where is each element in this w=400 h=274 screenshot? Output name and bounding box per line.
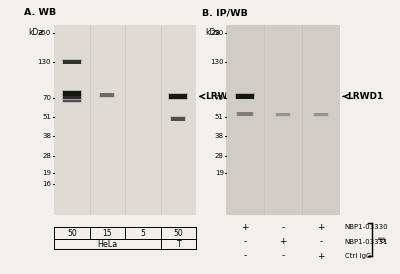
Text: T: T [176,240,181,249]
Text: 5: 5 [140,229,145,238]
Bar [168,93,188,100]
Text: 250: 250 [210,30,224,36]
Text: 130: 130 [210,59,224,65]
Text: 28: 28 [215,153,224,159]
Text: 51: 51 [42,114,51,120]
Text: 70: 70 [42,95,51,101]
Bar [171,117,185,121]
Bar [275,113,291,117]
Bar [62,96,82,100]
Text: B. IP/WB: B. IP/WB [202,8,248,17]
Text: 19: 19 [42,170,51,176]
Text: IP: IP [374,236,383,243]
Bar [62,99,82,103]
Text: 50: 50 [67,229,77,238]
Bar [170,116,186,121]
Text: kDa: kDa [206,27,221,36]
Bar [62,90,81,96]
Bar [235,93,255,99]
Bar [276,113,290,116]
Text: +: + [241,223,249,232]
Text: NBP1-03330: NBP1-03330 [344,224,388,230]
Text: +: + [317,223,325,232]
Text: -: - [281,223,285,232]
Text: 51: 51 [215,114,224,120]
Text: 15: 15 [102,229,112,238]
Text: LRWD1: LRWD1 [205,92,242,101]
Text: 50: 50 [173,229,183,238]
Bar [314,113,328,116]
Text: kDa: kDa [28,27,44,36]
Bar [62,90,82,96]
Bar [62,100,81,102]
Text: 130: 130 [38,59,51,65]
Text: HeLa: HeLa [97,240,117,249]
Text: -: - [319,237,323,246]
Text: -: - [243,237,247,246]
Text: LRWD1: LRWD1 [348,92,384,101]
Bar [62,60,81,64]
Bar [62,96,81,99]
Text: -: - [243,252,247,261]
Text: 250: 250 [38,30,51,36]
Text: +: + [317,252,325,261]
Text: 16: 16 [42,181,51,187]
Text: NBP1-03331: NBP1-03331 [344,239,388,245]
Text: 28: 28 [42,153,51,159]
Text: 38: 38 [215,133,224,139]
Bar [62,59,82,64]
Bar [313,113,329,117]
Bar [237,112,253,116]
Text: -: - [281,252,285,261]
Text: 70: 70 [215,95,224,101]
Text: +: + [279,237,287,246]
Bar [169,94,188,99]
Bar [100,93,115,98]
Text: 19: 19 [215,170,224,176]
Bar [236,112,254,116]
Bar [100,93,114,97]
Text: A. WB: A. WB [24,8,56,17]
Text: Ctrl IgG: Ctrl IgG [344,253,371,259]
Bar [236,94,254,99]
Text: 38: 38 [42,133,51,139]
